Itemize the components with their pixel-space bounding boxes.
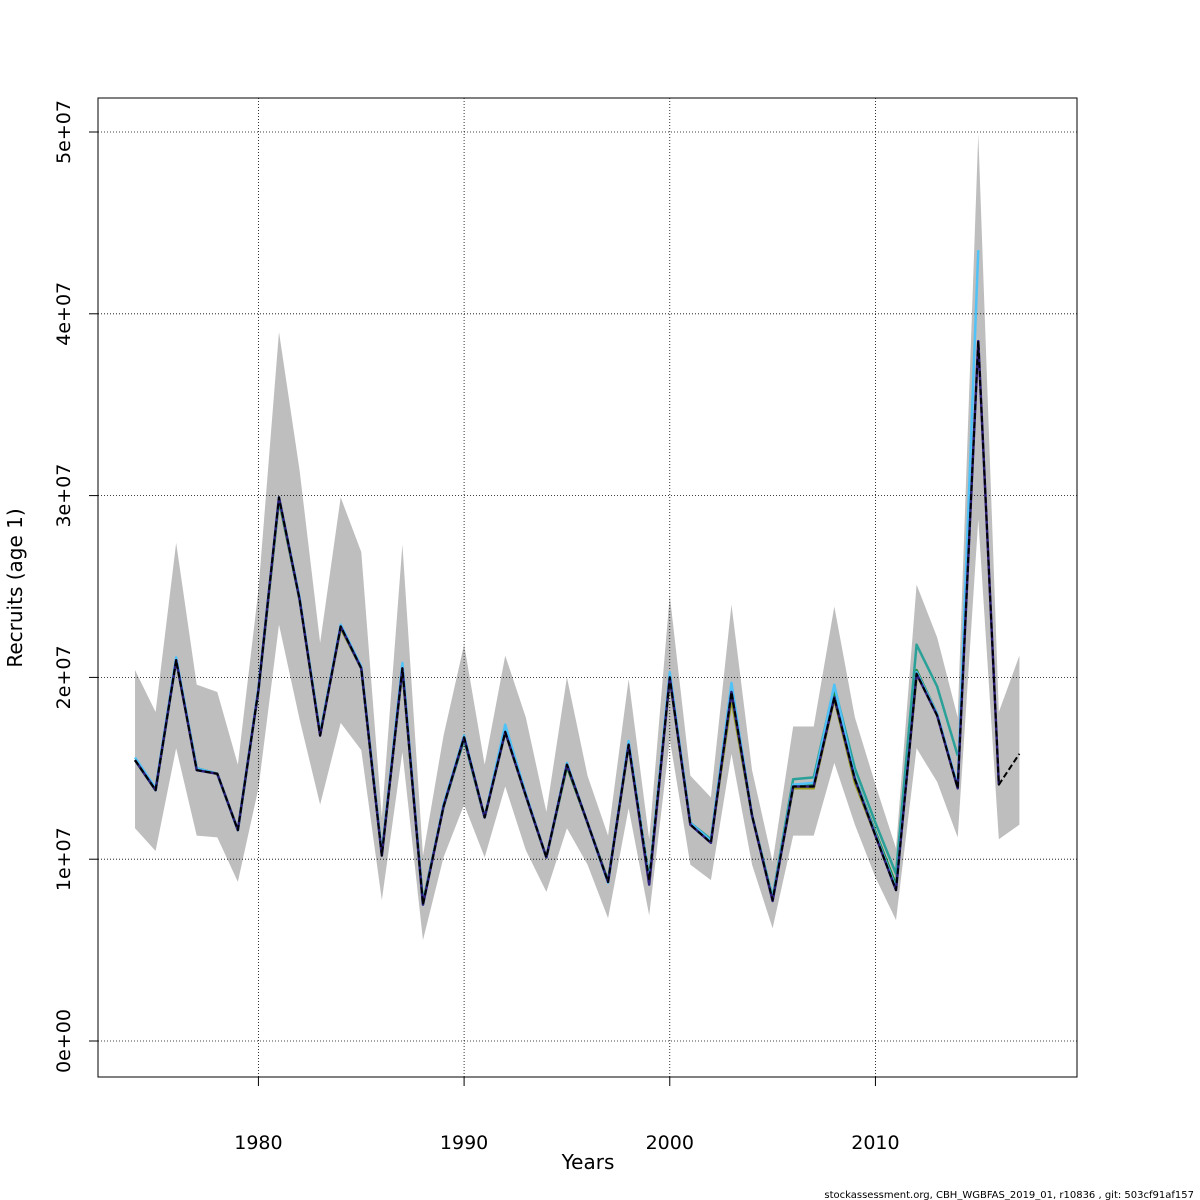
y-tick-label: 1e+07 (53, 827, 75, 891)
x-tick-label: 1980 (234, 1132, 282, 1154)
y-tick-label: 2e+07 (53, 645, 75, 709)
y-axis-label: Recruits (age 1) (3, 508, 27, 667)
x-tick-label: 2010 (851, 1132, 899, 1154)
series-line (134, 340, 1021, 906)
confidence-band (135, 133, 1020, 941)
x-axis-label: Years (561, 1150, 615, 1174)
y-tick-label: 4e+07 (53, 282, 75, 346)
y-tick-label: 3e+07 (53, 464, 75, 528)
plot-frame (97, 97, 1078, 1078)
footer: stockassessment.org, CBH_WGBFAS_2019_01,… (824, 1190, 1194, 1200)
y-tick-label: 0e+00 (53, 1009, 75, 1073)
x-tick-label: 1990 (440, 1132, 488, 1154)
x-tick-label: 2000 (646, 1132, 694, 1154)
y-tick-label: 5e+07 (53, 100, 75, 164)
